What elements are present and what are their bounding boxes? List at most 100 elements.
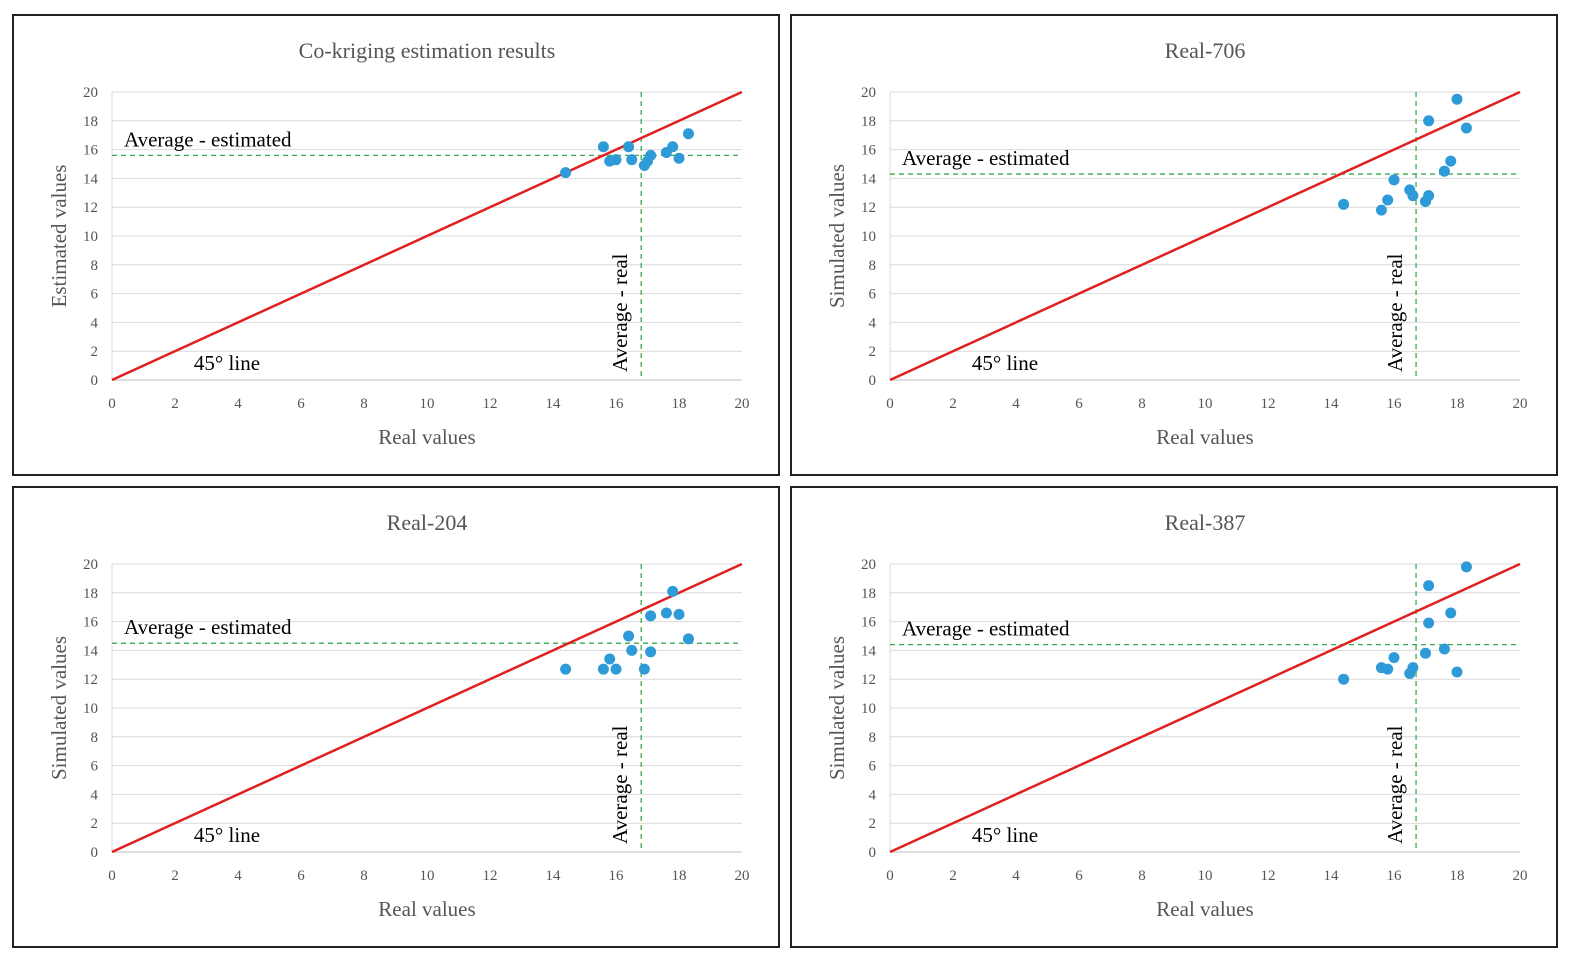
x-tick-label: 10 [420, 868, 435, 884]
x-tick-label: 10 [420, 396, 435, 412]
y-tick-label: 12 [83, 200, 98, 216]
x-tick-label: 8 [360, 396, 368, 412]
average-real-label: Average - real [608, 253, 632, 372]
x-tick-label: 12 [1261, 868, 1276, 884]
data-point [610, 154, 622, 166]
reference-45-line [111, 562, 743, 854]
y-tick-label: 0 [869, 845, 877, 861]
data-point [1460, 561, 1472, 573]
y-tick-label: 0 [869, 373, 877, 389]
chart-svg: 0 2 4 6 8 10 12 14 16 18 20 0 2 4 6 8 10 12 14 16 18 20 Averag… [825, 38, 1528, 449]
data-point [673, 608, 685, 620]
x-tick-label: 10 [1198, 868, 1213, 884]
data-point [638, 663, 650, 675]
y-axis-label: Simulated values [825, 164, 849, 308]
y-tick-label: 0 [91, 845, 99, 861]
y-tick-label: 16 [83, 143, 99, 159]
data-point [597, 141, 609, 153]
chart-panel-cokriging: 0 2 4 6 8 10 12 14 16 18 20 0 2 4 6 8 10 12 14 16 18 20 Averag… [12, 14, 780, 476]
y-tick-label: 4 [869, 787, 877, 803]
data-point [1423, 190, 1435, 202]
chart-svg: 0 2 4 6 8 10 12 14 16 18 20 0 2 4 6 8 10 12 14 16 18 20 Averag… [47, 38, 750, 449]
x-axis-label: Real values [378, 897, 475, 921]
chart-title: Real-204 [387, 510, 468, 535]
data-point [667, 141, 679, 153]
x-tick-label: 20 [735, 868, 750, 884]
x-tick-label: 6 [1075, 396, 1083, 412]
chart-title: Co-kriging estimation results [299, 38, 556, 63]
x-axis-label: Real values [1156, 425, 1253, 449]
data-point [667, 585, 679, 597]
chart-svg: 0 2 4 6 8 10 12 14 16 18 20 0 2 4 6 8 10 12 14 16 18 20 Averag… [47, 510, 750, 921]
data-point [1338, 198, 1350, 210]
x-tick-label: 0 [886, 868, 894, 884]
average-estimated-label: Average - estimated [902, 146, 1070, 170]
y-tick-label: 10 [83, 701, 98, 717]
chart-title: Real-387 [1165, 510, 1246, 535]
chart-panel-real-204: 0 2 4 6 8 10 12 14 16 18 20 0 2 4 6 8 10 12 14 16 18 20 Averag… [12, 486, 780, 948]
y-tick-label: 14 [861, 171, 877, 187]
data-point [626, 644, 638, 656]
x-tick-label: 14 [1324, 396, 1340, 412]
chart-title: Real-706 [1165, 38, 1246, 63]
data-point [1388, 174, 1400, 186]
x-tick-label: 18 [672, 396, 687, 412]
y-tick-label: 20 [83, 85, 98, 101]
data-point [1423, 580, 1435, 592]
y-tick-label: 18 [861, 114, 876, 130]
x-tick-label: 6 [297, 396, 305, 412]
x-tick-label: 16 [1387, 396, 1403, 412]
y-tick-label: 6 [869, 287, 877, 303]
data-point [1438, 165, 1450, 177]
y-tick-label: 10 [861, 229, 876, 245]
data-point [626, 154, 638, 166]
reference-45-line [111, 90, 743, 382]
y-tick-label: 10 [861, 701, 876, 717]
x-tick-label: 2 [949, 396, 957, 412]
data-point [1445, 607, 1457, 619]
data-point [1445, 155, 1457, 167]
reference-45-line [889, 562, 1521, 854]
x-tick-label: 18 [1450, 396, 1465, 412]
x-tick-label: 20 [1513, 868, 1528, 884]
x-axis-label: Real values [1156, 897, 1253, 921]
data-point [623, 141, 635, 153]
data-point [1382, 194, 1394, 206]
data-point [1438, 643, 1450, 655]
data-point [682, 128, 694, 140]
y-tick-label: 4 [91, 315, 99, 331]
x-tick-label: 0 [108, 868, 116, 884]
y-tick-label: 18 [83, 114, 98, 130]
y-tick-label: 18 [83, 586, 98, 602]
x-tick-label: 16 [609, 396, 625, 412]
x-tick-label: 8 [1138, 868, 1146, 884]
data-point [597, 663, 609, 675]
data-point [1420, 647, 1431, 659]
reference-line-label: 45° line [972, 351, 1038, 375]
y-axis-label: Simulated values [825, 636, 849, 780]
y-tick-label: 8 [91, 258, 99, 274]
x-tick-label: 16 [1387, 868, 1403, 884]
y-tick-label: 2 [869, 816, 877, 832]
x-tick-label: 10 [1198, 396, 1213, 412]
data-point [604, 653, 616, 665]
x-tick-label: 12 [483, 396, 498, 412]
reference-line-label: 45° line [194, 823, 260, 847]
data-point [1375, 204, 1387, 216]
average-real-label: Average - real [608, 725, 632, 844]
y-axis-label: Simulated values [47, 636, 71, 780]
x-tick-label: 4 [1012, 396, 1020, 412]
chart-panel-real-706: 0 2 4 6 8 10 12 14 16 18 20 0 2 4 6 8 10 12 14 16 18 20 Averag… [790, 14, 1558, 476]
x-tick-label: 2 [171, 868, 179, 884]
y-tick-label: 0 [91, 373, 99, 389]
y-tick-label: 2 [869, 344, 877, 360]
data-point [1388, 652, 1400, 664]
x-tick-label: 4 [1012, 868, 1020, 884]
x-tick-label: 14 [1324, 868, 1340, 884]
y-tick-label: 16 [83, 615, 99, 631]
x-tick-label: 2 [949, 868, 957, 884]
y-tick-label: 16 [861, 615, 877, 631]
x-tick-label: 4 [234, 868, 242, 884]
data-point [682, 633, 694, 645]
data-point [645, 610, 657, 622]
